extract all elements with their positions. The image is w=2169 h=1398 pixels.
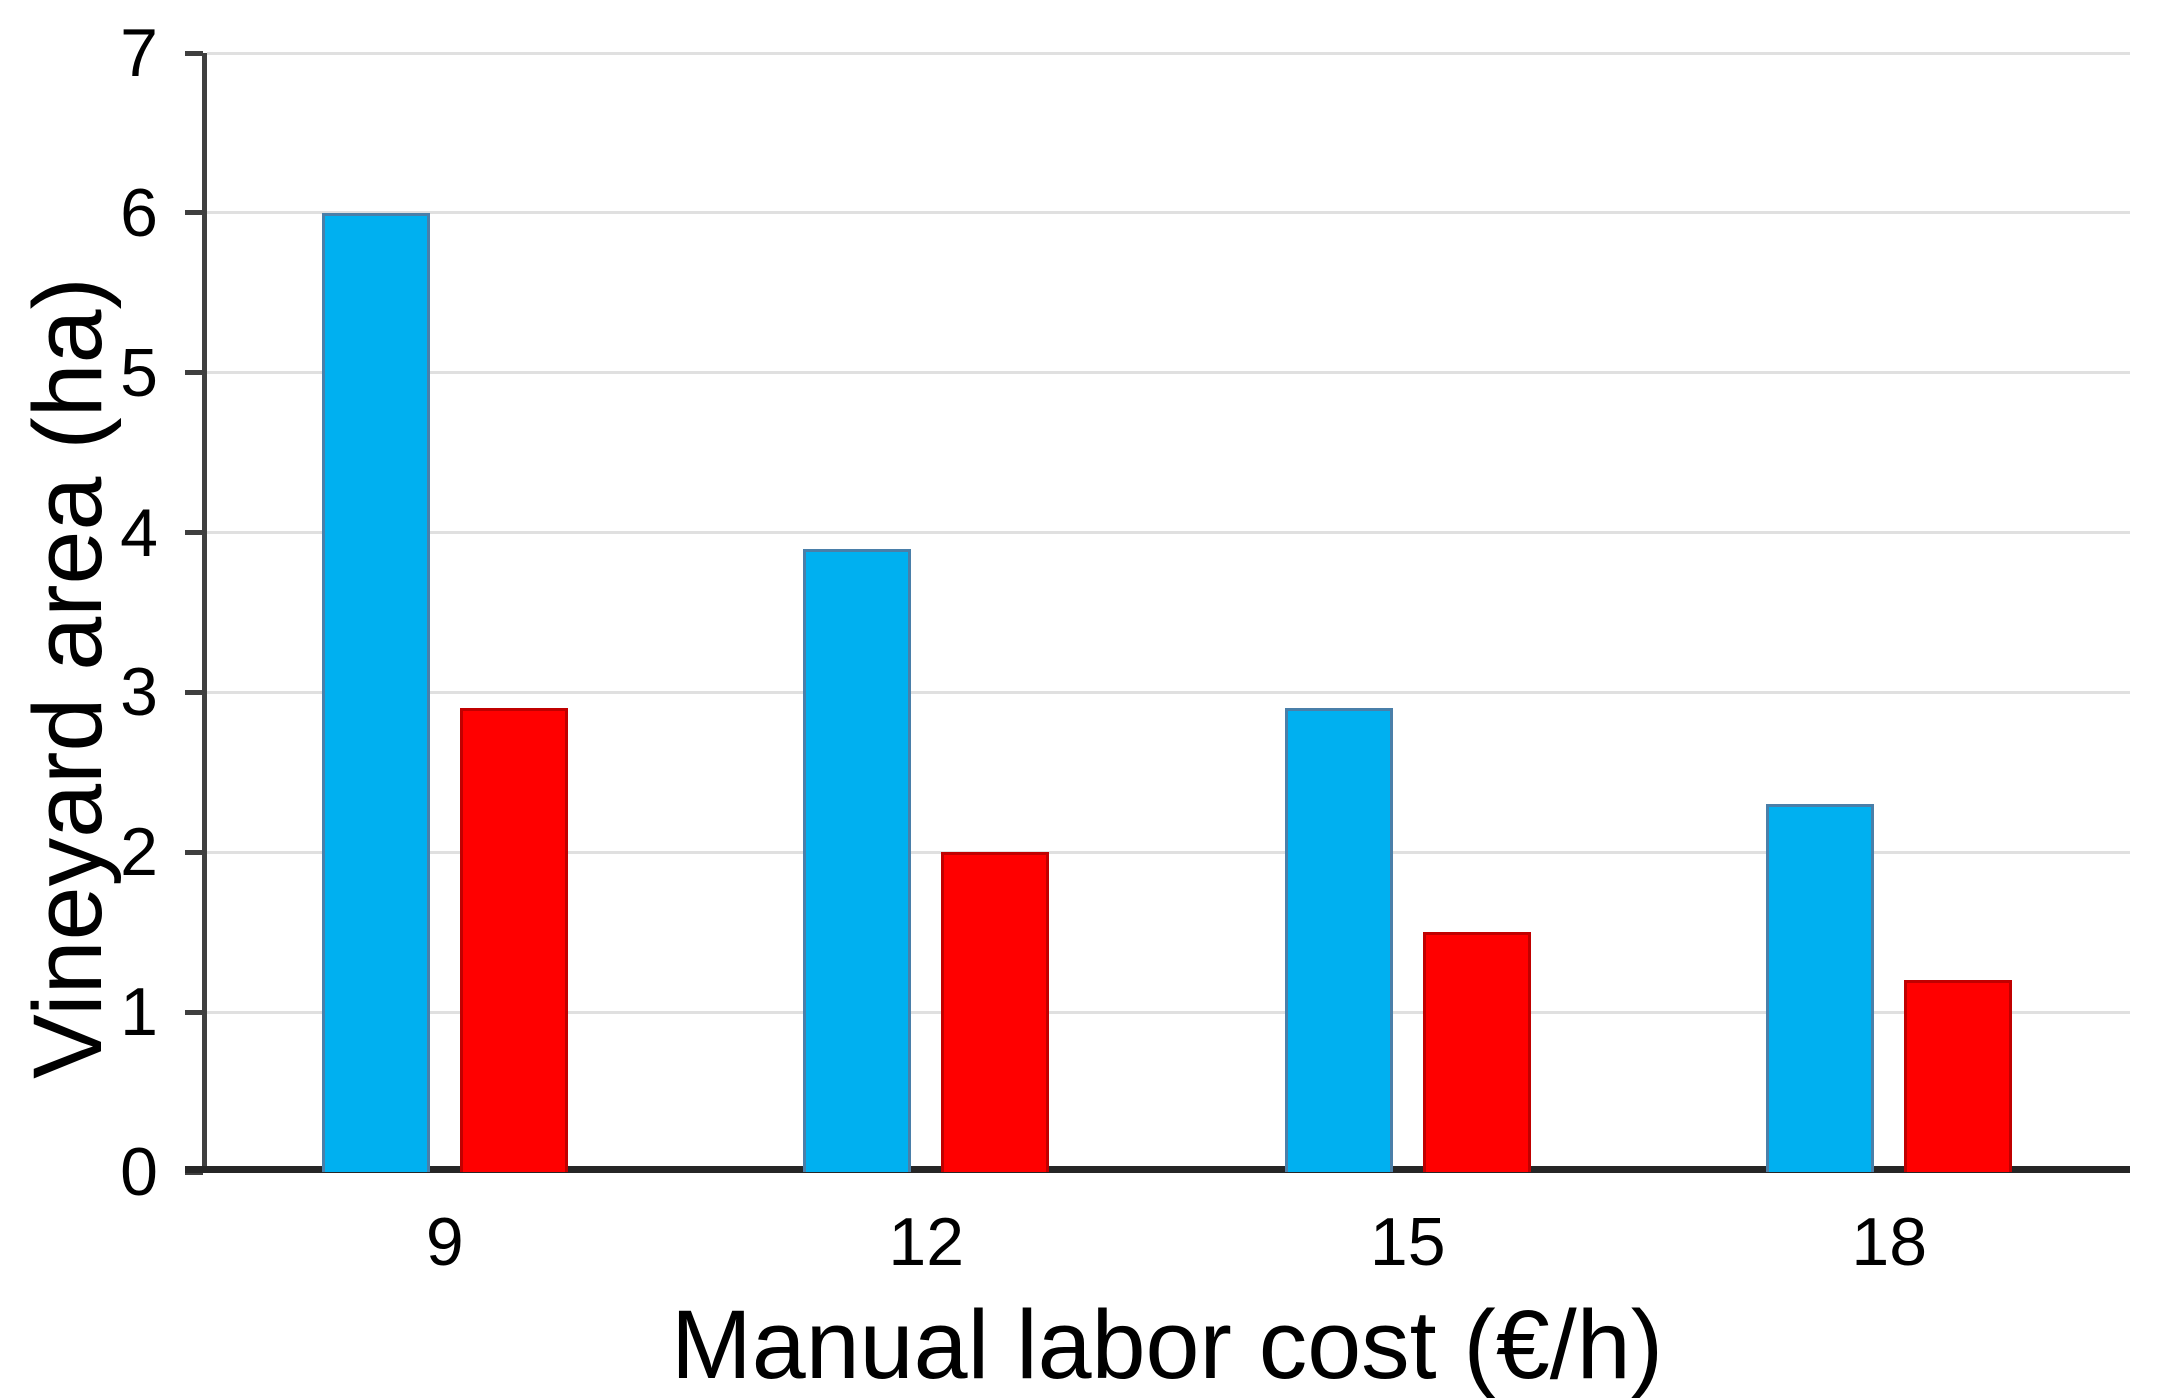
y-axis-tick-2 xyxy=(185,849,203,855)
bar-blue-series-cat-9 xyxy=(321,212,430,1172)
y-axis-tick-3 xyxy=(185,689,203,695)
bar-blue-series-cat-15 xyxy=(1284,708,1393,1172)
y-tick-label-2: 2 xyxy=(120,814,158,891)
y-tick-label-6: 6 xyxy=(120,174,158,251)
bar-red-series-cat-9 xyxy=(459,708,568,1172)
y-axis-tick-6 xyxy=(185,210,203,216)
y-tick-label-1: 1 xyxy=(120,974,158,1051)
bar-red-series-cat-15 xyxy=(1422,932,1531,1172)
y-tick-label-5: 5 xyxy=(120,334,158,411)
x-axis-title: Manual labor cost (€/h) xyxy=(670,1290,1664,1398)
x-tick-label-12: 12 xyxy=(888,1204,965,1280)
gridline-y-1 xyxy=(207,1010,2130,1014)
bar-blue-series-cat-18 xyxy=(1766,804,1875,1172)
y-tick-label-0: 0 xyxy=(120,1134,158,1210)
gridline-y-4 xyxy=(207,531,2130,535)
bar-red-series-cat-18 xyxy=(1904,980,2013,1172)
y-axis-tick-4 xyxy=(185,530,203,536)
gridline-y-5 xyxy=(207,371,2130,375)
bar-blue-series-cat-12 xyxy=(803,548,912,1172)
x-axis-line xyxy=(185,1166,2130,1173)
y-axis-tick-1 xyxy=(185,1009,203,1015)
gridline-y-7 xyxy=(207,51,2130,55)
x-tick-label-18: 18 xyxy=(1851,1204,1928,1280)
y-tick-label-7: 7 xyxy=(120,15,158,91)
bar-red-series-cat-12 xyxy=(941,852,1050,1172)
x-tick-label-9: 9 xyxy=(425,1204,464,1280)
gridline-y-2 xyxy=(207,850,2130,854)
y-tick-label-4: 4 xyxy=(120,494,158,571)
y-axis-tick-5 xyxy=(185,370,203,376)
x-tick-label-15: 15 xyxy=(1369,1204,1446,1280)
y-axis-line xyxy=(202,53,207,1172)
gridline-y-3 xyxy=(207,690,2130,694)
gridline-y-6 xyxy=(207,211,2130,215)
y-axis-tick-7 xyxy=(185,50,203,56)
y-tick-label-3: 3 xyxy=(120,654,158,731)
